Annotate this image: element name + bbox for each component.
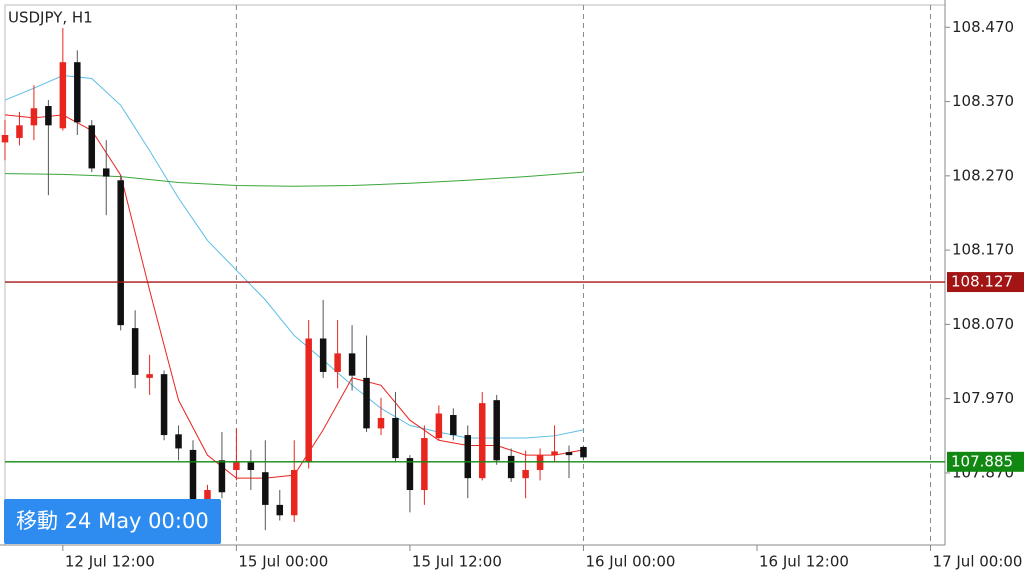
- candle-body: [450, 415, 457, 436]
- candle-body: [580, 446, 587, 458]
- candle-body: [204, 490, 211, 501]
- candle-body: [435, 413, 443, 439]
- price-label-box: [947, 451, 1024, 472]
- candle-body: [262, 472, 269, 505]
- candle-body: [319, 338, 327, 372]
- candle-body: [175, 434, 182, 449]
- candle-body: [74, 62, 81, 123]
- candle-body: [218, 460, 226, 493]
- price-label-box: [947, 272, 1024, 293]
- candle-body: [334, 353, 341, 372]
- x-tick-label: 12 Jul 12:00: [65, 553, 155, 571]
- y-tick-label: 108.170: [952, 241, 1014, 259]
- candle-body: [102, 168, 110, 177]
- candle-body: [565, 452, 573, 456]
- candle-body: [305, 338, 312, 462]
- candle-body: [45, 106, 52, 126]
- candle-body: [392, 417, 399, 459]
- price-label: 107.885: [951, 452, 1013, 470]
- candle-body: [117, 180, 124, 326]
- candle-body: [59, 62, 67, 129]
- candle-body: [146, 374, 153, 378]
- chart-title: USDJPY, H1: [8, 9, 93, 27]
- y-tick-label: 108.270: [952, 166, 1014, 184]
- x-tick-label: 16 Jul 00:00: [585, 553, 675, 571]
- candle-body: [478, 403, 486, 479]
- x-tick-label: 16 Jul 12:00: [759, 553, 849, 571]
- candle-body: [131, 328, 139, 375]
- price-label: 108.127: [951, 273, 1013, 291]
- candle-body: [290, 469, 298, 516]
- x-tick-label: 17 Jul 00:00: [933, 553, 1023, 571]
- candle-body: [507, 455, 515, 479]
- candle-body: [536, 455, 544, 470]
- candle-body: [406, 458, 414, 491]
- candle-body: [247, 462, 255, 470]
- candle-body: [160, 374, 168, 436]
- candle-body: [16, 125, 23, 138]
- candle-body: [421, 438, 428, 491]
- x-tick-label: 15 Jul 00:00: [238, 553, 328, 571]
- candle-body: [30, 108, 38, 126]
- moving-average: [4, 171, 584, 187]
- y-tick-label: 108.370: [952, 92, 1014, 110]
- candle-body: [276, 504, 284, 516]
- moving-average: [4, 75, 584, 439]
- jump-button[interactable]: 移動 24 May 00:00: [4, 499, 221, 544]
- candle-body: [363, 377, 370, 429]
- candle-body: [233, 462, 240, 470]
- candle-body: [189, 449, 197, 505]
- candle-body: [1, 134, 9, 143]
- x-tick-label: 15 Jul 12:00: [412, 553, 502, 571]
- candle-body: [377, 417, 385, 429]
- y-tick-label: 108.470: [952, 18, 1014, 36]
- candle-body: [464, 435, 472, 479]
- y-tick-label: 108.070: [952, 315, 1014, 333]
- y-tick-label: 107.970: [952, 389, 1014, 407]
- candle-body: [348, 353, 356, 376]
- candle-body: [551, 451, 558, 456]
- candle-body: [522, 469, 529, 479]
- candle-body: [88, 125, 96, 169]
- candle-body: [493, 400, 500, 461]
